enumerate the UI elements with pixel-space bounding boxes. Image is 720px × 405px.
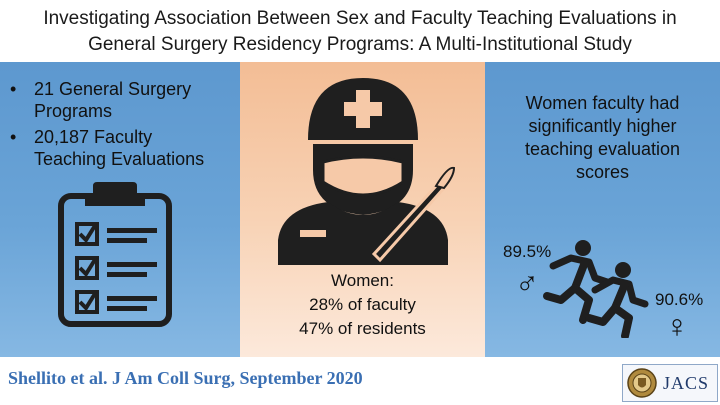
bullet-item-evaluations: • 20,187 Faculty Teaching Evaluations (8, 126, 236, 170)
left-panel: • 21 General Surgery Programs • 20,187 F… (0, 62, 240, 357)
clipboard-checklist-icon (58, 182, 172, 327)
right-panel: Women faculty had significantly higher t… (485, 62, 720, 357)
male-symbol: ♂ (515, 264, 539, 300)
jacs-logo: JACS (622, 364, 718, 402)
female-symbol: ♀ (665, 308, 689, 344)
bullet-text: 20,187 Faculty (34, 127, 153, 147)
citation: Shellito et al. J Am Coll Surg, Septembe… (8, 368, 363, 388)
male-score: 89.5% (503, 242, 552, 261)
bullet-text: 21 General Surgery (34, 79, 192, 99)
residents-percent: 47% of residents (299, 319, 426, 338)
title-line-2: General Surgery Residency Programs: A Mu… (88, 34, 632, 55)
bullet-text: Programs (34, 101, 113, 121)
bullet-item-programs: • 21 General Surgery Programs (8, 78, 236, 122)
faculty-percent: 28% of faculty (309, 295, 416, 314)
finding-line: scores (575, 162, 629, 182)
finding-line: teaching evaluation (524, 139, 681, 159)
title-line-1: Investigating Association Between Sex an… (43, 8, 677, 29)
finding-line: Women faculty had (525, 93, 680, 113)
finding-text: Women faculty had significantly higher t… (485, 92, 720, 184)
logo-text: JACS (663, 373, 710, 393)
college-seal-icon (627, 368, 657, 398)
finding-line: significantly higher (528, 116, 677, 136)
surgeon-with-scalpel-icon (278, 78, 456, 265)
middle-panel: Women: 28% of faculty 47% of residents (240, 62, 485, 357)
female-score: 90.6% (655, 290, 704, 309)
bullet-list: • 21 General Surgery Programs • 20,187 F… (8, 78, 236, 174)
women-heading: Women: (331, 271, 394, 290)
bullet-marker: • (10, 79, 17, 99)
running-people-icon (543, 240, 649, 338)
women-stats: Women: 28% of faculty 47% of residents (240, 269, 485, 341)
bullet-text: Teaching Evaluations (34, 149, 205, 169)
title-block: Investigating Association Between Sex an… (0, 0, 720, 62)
bullet-marker: • (10, 127, 17, 147)
